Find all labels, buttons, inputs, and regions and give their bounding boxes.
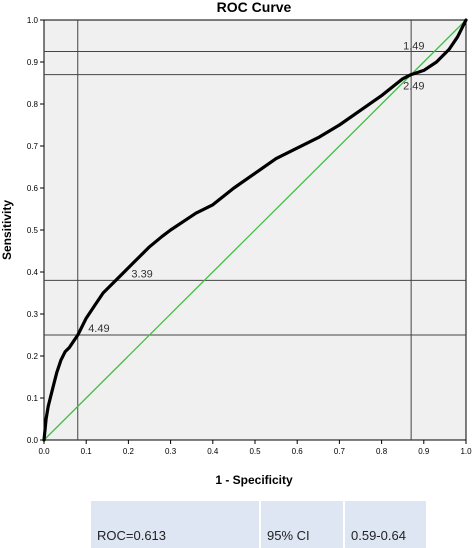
y-tick-label: 0.0: [27, 436, 39, 445]
ci-label-cell: 95% CI: [261, 501, 345, 548]
x-tick-label: 0.7: [334, 447, 346, 456]
roc-curve-line: [42, 18, 468, 442]
roc-chart: ROC Curve 0.0 0.1 0.2 0.3 0.4 0.5 0.6 0.7 0.8 0.9…: [0, 0, 472, 487]
x-tick-label: 0.1: [81, 447, 93, 456]
y-axis-label: Sensitivity: [0, 200, 14, 260]
x-tick-label: 0.2: [123, 447, 135, 456]
threshold-annotations: 1.49 2.49 3.39 4.49: [88, 41, 424, 336]
y-axis-ticks: 0.0 0.1 0.2 0.3 0.4 0.5 0.6 0.7 0.8 0.9 1.0: [27, 16, 44, 445]
y-tick-label: 1.0: [27, 16, 39, 25]
y-tick-label: 0.1: [27, 394, 39, 403]
y-tick-label: 0.8: [27, 100, 39, 109]
x-tick-label: 0.5: [249, 447, 261, 456]
stats-table: ROC=0.613 95% CI 0.59-0.64: [91, 501, 426, 548]
y-tick-label: 0.9: [27, 58, 39, 67]
y-tick-label: 0.3: [27, 310, 39, 319]
x-tick-label: 0.3: [165, 447, 177, 456]
x-tick-label: 0.9: [418, 447, 430, 456]
x-tick-label: 0.8: [376, 447, 388, 456]
y-tick-label: 0.7: [27, 142, 39, 151]
y-tick-label: 0.5: [27, 226, 39, 235]
y-tick-label: 0.4: [27, 268, 39, 277]
threshold-label: 3.39: [131, 268, 152, 280]
y-tick-label: 0.6: [27, 184, 39, 193]
threshold-label: 4.49: [88, 323, 109, 335]
x-tick-label: 0.6: [292, 447, 304, 456]
series-layer: [42, 18, 468, 442]
ci-value-cell: 0.59-0.64: [351, 528, 406, 543]
x-axis-label: 1 - Specificity: [215, 473, 293, 487]
roc-value-cell: ROC=0.613: [91, 501, 261, 548]
threshold-label: 2.49: [403, 81, 424, 93]
x-tick-label: 0.0: [38, 447, 50, 456]
reference-diagonal-line: [43, 19, 467, 441]
y-tick-label: 0.2: [27, 352, 39, 361]
x-tick-label: 0.4: [207, 447, 219, 456]
x-tick-label: 1.0: [460, 447, 472, 456]
chart-title: ROC Curve: [217, 0, 292, 15]
x-axis-ticks: 0.0 0.1 0.2 0.3 0.4 0.5 0.6 0.7 0.8 0.9 1.0: [38, 440, 472, 456]
threshold-label: 1.49: [403, 41, 424, 53]
